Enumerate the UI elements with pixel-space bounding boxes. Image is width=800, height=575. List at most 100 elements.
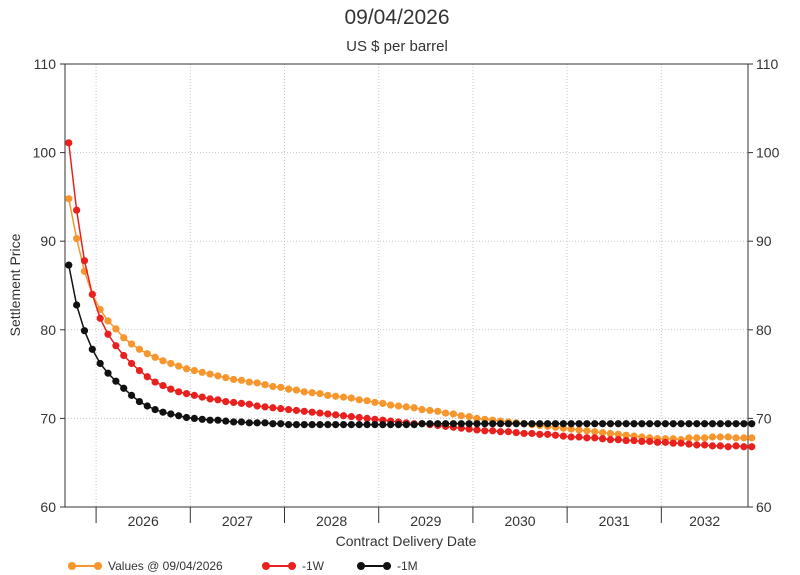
data-point: [661, 420, 669, 428]
data-point: [261, 381, 269, 389]
data-point: [332, 411, 340, 419]
data-point: [261, 419, 269, 427]
y-tick-label-left: 100: [33, 145, 57, 161]
data-point: [622, 420, 630, 428]
data-point: [339, 421, 348, 429]
data-point: [230, 398, 238, 407]
data-point: [669, 439, 677, 447]
data-point: [300, 421, 308, 429]
data-point: [363, 421, 371, 429]
data-point: [567, 420, 575, 428]
data-point: [253, 379, 261, 387]
data-point: [410, 421, 418, 429]
x-tick-label: 2027: [222, 513, 253, 529]
data-point: [685, 420, 693, 428]
data-point: [324, 421, 332, 429]
data-point: [724, 420, 732, 428]
data-point: [724, 443, 732, 451]
data-point: [591, 420, 599, 428]
data-point: [496, 428, 505, 436]
data-point: [269, 382, 277, 391]
data-point: [300, 388, 308, 396]
data-point: [292, 421, 301, 429]
data-point: [230, 418, 238, 426]
data-point: [292, 386, 301, 394]
data-point: [402, 421, 410, 429]
data-point: [355, 413, 363, 422]
data-point: [104, 317, 112, 325]
data-point: [426, 406, 434, 415]
data-point: [701, 420, 709, 428]
data-point: [685, 434, 693, 442]
data-point: [284, 421, 293, 429]
data-point: [371, 398, 379, 407]
data-point: [661, 438, 669, 446]
data-point: [708, 420, 717, 428]
data-point: [143, 350, 151, 358]
data-point: [284, 405, 293, 414]
data-point: [190, 414, 198, 422]
data-point: [65, 195, 73, 203]
data-point: [379, 421, 387, 429]
data-point: [324, 391, 332, 399]
data-point: [732, 442, 740, 450]
data-point: [127, 359, 136, 368]
data-point: [127, 391, 136, 399]
data-point: [167, 359, 175, 368]
data-point: [583, 427, 591, 435]
data-point: [379, 399, 387, 407]
data-point: [339, 393, 348, 401]
y-tick-label-right: 110: [756, 56, 779, 72]
data-point: [96, 314, 104, 322]
data-point: [237, 399, 246, 407]
y-tick-label-left: 60: [40, 499, 56, 515]
data-point: [151, 405, 159, 414]
data-point: [80, 257, 89, 265]
data-point: [277, 383, 285, 391]
data-point: [481, 420, 489, 428]
data-point: [544, 430, 552, 438]
data-point: [206, 370, 214, 378]
data-point: [347, 394, 355, 402]
data-point: [159, 357, 167, 365]
data-point: [261, 403, 269, 411]
x-tick-label: 2026: [128, 513, 159, 529]
data-point: [716, 420, 724, 428]
series-1: [65, 195, 756, 444]
data-point: [598, 428, 607, 437]
y-tick-label-left: 90: [40, 233, 56, 249]
y-tick-label-right: 100: [756, 145, 780, 161]
data-point: [355, 396, 363, 404]
data-point: [591, 434, 599, 442]
data-point: [73, 234, 81, 243]
data-point: [567, 433, 575, 441]
data-point: [269, 420, 277, 428]
data-point: [175, 362, 183, 370]
data-point: [504, 420, 512, 428]
series-line: [68, 198, 752, 441]
y-tick-label-right: 60: [756, 499, 772, 515]
series-line: [68, 264, 752, 426]
data-point: [120, 334, 128, 342]
data-point: [190, 391, 198, 399]
data-point: [88, 345, 96, 353]
data-point: [520, 420, 528, 428]
data-point: [143, 402, 151, 410]
data-point: [135, 366, 144, 375]
data-point: [449, 420, 458, 428]
data-point: [151, 353, 159, 361]
data-point: [230, 375, 238, 384]
y-tick-label-left: 110: [34, 56, 57, 72]
y-axis-title: Settlement Price: [7, 233, 23, 336]
data-point: [112, 325, 120, 333]
data-point: [80, 327, 89, 335]
data-point: [371, 415, 379, 423]
data-point: [214, 372, 222, 380]
data-point: [426, 420, 434, 428]
data-point: [646, 420, 654, 428]
data-point: [253, 419, 261, 427]
legend-label: -1W: [302, 559, 325, 573]
legend-item: -1W: [262, 559, 325, 573]
data-point: [724, 433, 732, 441]
data-point: [559, 432, 567, 440]
